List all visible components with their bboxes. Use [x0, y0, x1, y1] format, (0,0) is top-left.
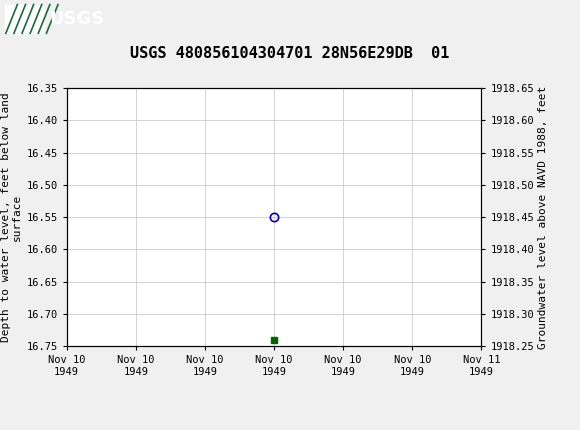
Y-axis label: Groundwater level above NAVD 1988, feet: Groundwater level above NAVD 1988, feet — [538, 86, 548, 349]
Text: USGS: USGS — [49, 10, 104, 28]
Text: USGS 480856104304701 28N56E29DB  01: USGS 480856104304701 28N56E29DB 01 — [130, 46, 450, 61]
FancyBboxPatch shape — [5, 5, 44, 33]
Y-axis label: Depth to water level, feet below land
surface: Depth to water level, feet below land su… — [1, 92, 22, 342]
